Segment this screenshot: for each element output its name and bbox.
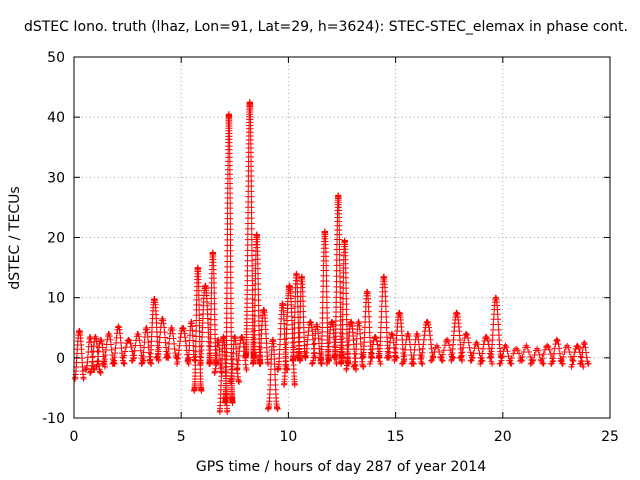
arc-series [256, 306, 272, 367]
y-tick-label: 0 [56, 351, 65, 367]
data-point-markers [265, 336, 281, 412]
arc-series [163, 325, 180, 361]
arc-series [331, 192, 345, 361]
data-point-markers [359, 288, 376, 361]
data-point-markers [281, 282, 298, 388]
data-point-markers [191, 264, 205, 394]
x-tick-label: 15 [387, 429, 405, 445]
data-point-markers [486, 294, 505, 361]
arc-series [191, 264, 205, 394]
data-point-markers [72, 327, 87, 382]
arc-series [486, 294, 505, 361]
arc-series [242, 99, 258, 361]
arc-series [350, 318, 367, 370]
arc-series [448, 309, 466, 364]
arc-series [281, 282, 298, 388]
y-tick-label: 20 [47, 231, 65, 247]
data-point-markers [576, 339, 592, 367]
data-points [72, 99, 592, 415]
arc-series [250, 231, 264, 367]
x-tick-label: 20 [494, 429, 512, 445]
data-point-markers [256, 306, 272, 367]
arc-series [317, 228, 333, 364]
data-point-markers [109, 323, 128, 367]
y-tick-label: 50 [47, 50, 65, 66]
arc-series [295, 273, 309, 361]
arc-series [576, 339, 592, 367]
arc-series [222, 111, 236, 406]
y-tick-label: -10 [42, 411, 65, 427]
x-tick-label: 5 [177, 429, 186, 445]
arc-series [147, 295, 162, 364]
x-axis-label: GPS time / hours of day 287 of year 2014 [196, 459, 486, 475]
data-point-markers [222, 111, 236, 406]
data-point-markers [163, 325, 180, 361]
chart-title: dSTEC Iono. truth (lhaz, Lon=91, Lat=29,… [24, 19, 628, 35]
data-point-markers [242, 99, 258, 361]
axis-ticks: 0 5 10 15 20 25 -10 0 10 20 30 40 50 [42, 50, 619, 445]
y-tick-label: 30 [47, 170, 65, 186]
arc-series [408, 331, 426, 367]
data-point-markers [147, 295, 162, 364]
data-point-markers [250, 231, 264, 367]
arc-series [366, 333, 384, 367]
data-point-markers [391, 309, 408, 364]
y-axis-label: dSTEC / TECUs [7, 186, 23, 289]
arc-series [384, 330, 400, 361]
data-point-markers [448, 309, 466, 364]
data-point-markers [350, 318, 367, 370]
arc-series [359, 288, 376, 361]
data-point-markers [317, 228, 333, 364]
data-point-markers [418, 318, 437, 361]
arc-series [418, 318, 437, 361]
arc-series [184, 318, 199, 364]
data-point-markers [331, 192, 345, 361]
data-point-markers [477, 333, 496, 367]
data-point-markers [366, 333, 384, 367]
arc-series [274, 300, 291, 373]
data-point-markers [206, 249, 220, 367]
data-point-markers [184, 318, 199, 364]
arc-series [265, 336, 281, 412]
arc-series [206, 249, 220, 367]
arc-series [109, 323, 128, 367]
data-point-markers [274, 300, 291, 373]
y-tick-label: 40 [47, 110, 65, 126]
arc-series [391, 309, 408, 364]
x-tick-label: 25 [601, 429, 619, 445]
y-tick-label: 10 [47, 291, 65, 307]
data-point-markers [295, 273, 309, 361]
arc-series [72, 327, 87, 382]
data-point-markers [408, 331, 426, 367]
x-tick-label: 0 [70, 429, 79, 445]
data-point-markers [384, 330, 400, 361]
arc-series [477, 333, 496, 367]
x-tick-label: 10 [279, 429, 297, 445]
